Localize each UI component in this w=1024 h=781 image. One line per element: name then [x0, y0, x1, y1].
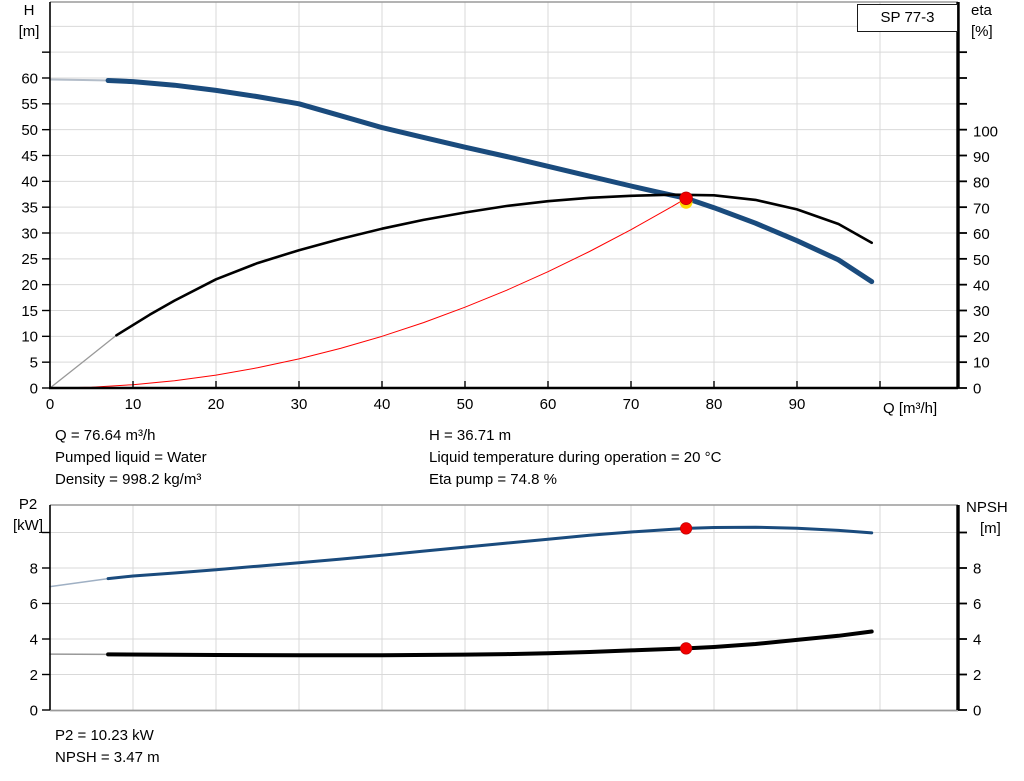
annotation-eta: Eta pump = 74.8 % — [429, 471, 557, 488]
left-tick-label: 50 — [21, 122, 38, 139]
right-tick-label: 8 — [973, 560, 981, 577]
right-tick-label: 50 — [973, 252, 990, 269]
duty-point-qh[interactable] — [679, 191, 693, 206]
annotation-p2: P2 = 10.23 kW — [55, 727, 154, 744]
left-tick-label: 6 — [30, 596, 38, 613]
left-tick-label: 30 — [21, 225, 38, 242]
left-tick-label: 5 — [30, 354, 38, 371]
left-tick-label: 25 — [21, 251, 38, 268]
system-curve — [49, 197, 687, 389]
p2-curve-leadin — [49, 577, 109, 588]
x-tick-label: 80 — [706, 396, 723, 413]
left-tick-label: 20 — [21, 277, 38, 294]
right-tick-label: 30 — [973, 303, 990, 320]
head-curve-leadin — [49, 78, 118, 82]
npsh-axis-title-line2: [m] — [980, 520, 1001, 537]
right-tick-label: 0 — [973, 380, 981, 397]
duty-point-npsh[interactable] — [679, 642, 693, 655]
qh-eta-chart: 0 5 10 15 20 25 30 35 40 45 50 55 60 0 10 20 30 40 50 60 70 8… — [21, 1, 998, 413]
right-tick-label: 10 — [973, 355, 990, 372]
x-tick-label: 10 — [125, 396, 142, 413]
right-tick-label: 4 — [973, 631, 981, 648]
x-tick-label: 40 — [374, 396, 391, 413]
left-tick-label: 55 — [21, 96, 38, 113]
left-tick-label: 0 — [30, 702, 38, 719]
left-tick-label: 2 — [30, 667, 38, 684]
left-tick-label: 4 — [30, 631, 38, 648]
npsh-curve — [106, 629, 874, 658]
pump-model-badge: SP 77-3 — [857, 4, 958, 32]
h-axis-title-line2: [m] — [18, 23, 40, 40]
x-tick-label: 50 — [457, 396, 474, 413]
right-tick-label: 80 — [973, 175, 990, 192]
x-tick-label: 90 — [789, 396, 806, 413]
right-tick-label: 40 — [973, 278, 990, 295]
p2-axis-title-line1: P2 — [18, 496, 38, 513]
eta-axis-title-line1: eta — [971, 2, 992, 19]
x-tick-label: 0 — [46, 396, 54, 413]
annotation-q: Q = 76.64 m³/h — [55, 427, 156, 444]
q-axis-title: Q [m³/h] — [883, 400, 938, 417]
efficiency-curve-leadin — [49, 334, 118, 389]
left-tick-label: 35 — [21, 199, 38, 216]
annotation-temperature: Liquid temperature during operation = 20… — [429, 449, 722, 466]
x-tick-label: 70 — [623, 396, 640, 413]
left-tick-label: 45 — [21, 148, 38, 165]
p2-axis-title-line2: [kW] — [13, 517, 43, 534]
annotation-npsh: NPSH = 3.47 m — [55, 749, 160, 766]
right-tick-label: 70 — [973, 200, 990, 217]
right-tick-label: 0 — [973, 702, 981, 719]
right-tick-label: 6 — [973, 596, 981, 613]
left-tick-label: 40 — [21, 174, 38, 191]
right-tick-label: 20 — [973, 329, 990, 346]
duty-point-p2[interactable] — [679, 522, 693, 535]
left-tick-label: 60 — [21, 70, 38, 87]
right-tick-label: 90 — [973, 149, 990, 166]
eta-axis-title-line2: [%] — [971, 23, 993, 40]
right-tick-label: 2 — [973, 667, 981, 684]
npsh-axis-title-line1: NPSH — [966, 499, 1008, 516]
head-curve — [105, 78, 875, 285]
right-tick-label: 100 — [973, 123, 998, 140]
right-tick-label: 60 — [973, 226, 990, 243]
x-tick-label: 30 — [291, 396, 308, 413]
left-tick-label: 10 — [21, 329, 38, 346]
x-tick-label: 60 — [540, 396, 557, 413]
p2-npsh-chart: 0 2 4 6 8 0 2 4 6 8 — [30, 504, 981, 719]
p2-curve — [106, 525, 874, 581]
annotation-h: H = 36.71 m — [429, 427, 512, 444]
left-tick-label: 15 — [21, 303, 38, 320]
x-tick-label: 20 — [208, 396, 225, 413]
annotation-liquid: Pumped liquid = Water — [55, 449, 207, 466]
h-axis-title-line1: H — [23, 2, 35, 19]
left-tick-label: 0 — [30, 380, 38, 397]
annotation-density: Density = 998.2 kg/m³ — [55, 471, 202, 488]
left-tick-label: 8 — [30, 560, 38, 577]
efficiency-curve — [115, 193, 874, 337]
